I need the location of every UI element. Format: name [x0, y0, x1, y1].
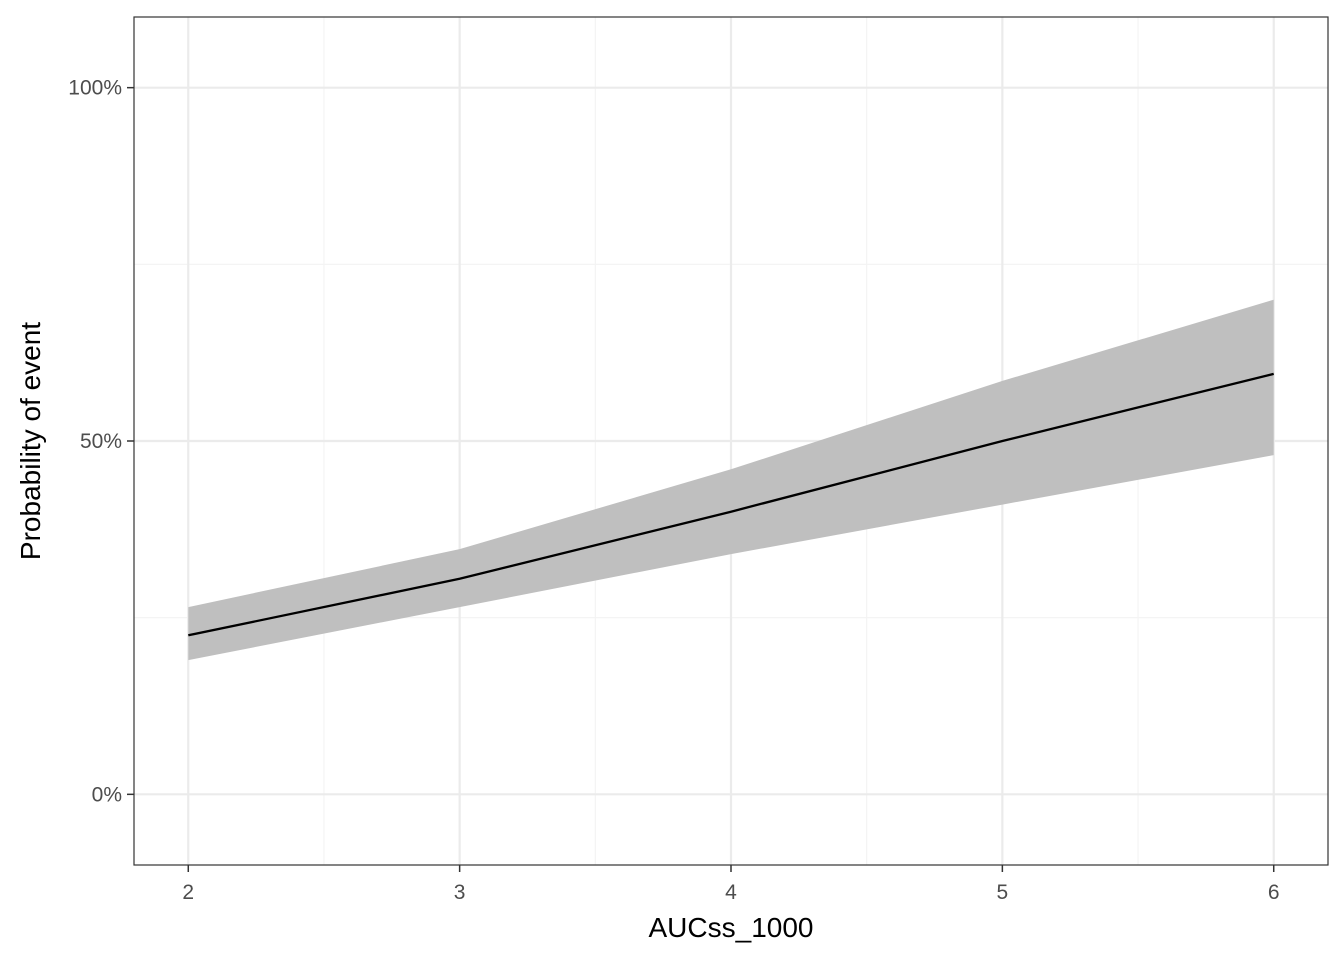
line-layer: [188, 372, 1274, 637]
y-tick-label: 0%: [92, 783, 122, 806]
confidence-band-layer: [188, 299, 1274, 661]
confidence-band: [188, 299, 1274, 661]
x-tick-label: 3: [454, 881, 466, 904]
x-tick-label: 5: [997, 881, 1009, 904]
x-tick-label: 2: [182, 881, 194, 904]
x-axis-title: AUCss_1000: [649, 912, 814, 943]
y-axis: 0% 50% 100%: [68, 77, 134, 806]
y-tick-label: 50%: [80, 430, 122, 453]
x-axis: 2 3 4 5 6: [182, 865, 1280, 904]
x-tick-label: 4: [725, 881, 737, 904]
x-tick-label: 6: [1268, 881, 1280, 904]
y-axis-title: Probability of event: [15, 322, 46, 560]
probability-line: [188, 372, 1274, 637]
y-tick-label: 100%: [68, 77, 122, 100]
